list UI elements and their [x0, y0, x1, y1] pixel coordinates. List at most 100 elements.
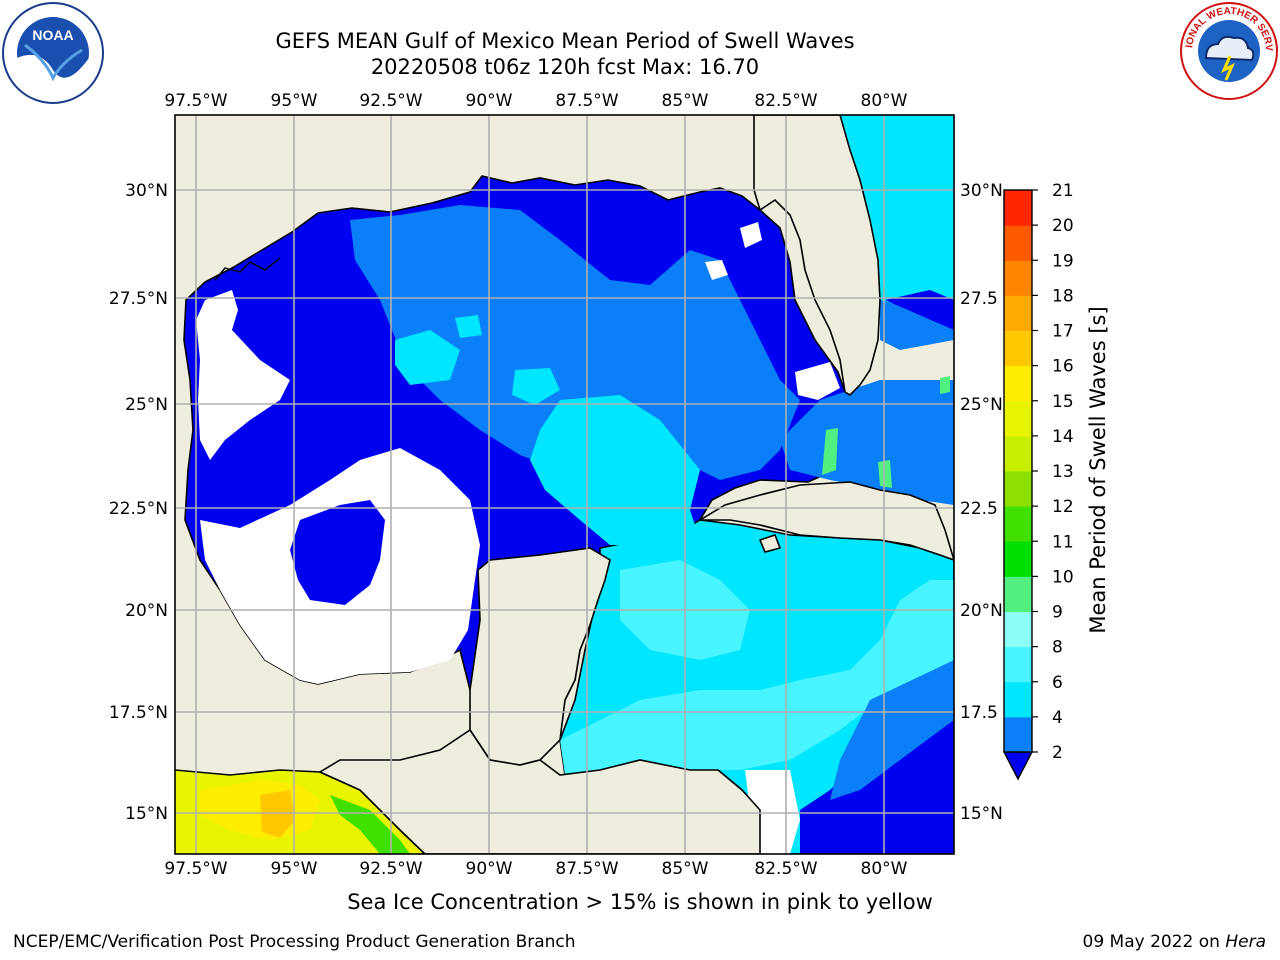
- cyan-patch-2: [512, 368, 560, 405]
- lat-label-right: 27.5: [960, 289, 998, 309]
- colorbar-swatch: [1004, 295, 1032, 331]
- credit-left: NCEP/EMC/Verification Post Processing Pr…: [13, 932, 576, 952]
- lat-label-left: 22.5°N: [109, 499, 168, 519]
- blue-island-sw: [290, 500, 385, 605]
- colorbar-tick-label: 2: [1052, 743, 1063, 763]
- lat-label-left: 17.5°N: [109, 703, 168, 723]
- lon-label-bottom: 95°W: [271, 859, 318, 879]
- lon-label-top: 87.5°W: [555, 91, 618, 111]
- lon-label-bottom: 80°W: [861, 859, 908, 879]
- colorbar-tick-label: 12: [1052, 497, 1074, 517]
- green-streak-3: [940, 376, 950, 394]
- cuba: [697, 481, 954, 561]
- light-blue-band: [350, 205, 800, 480]
- colorbar-under-arrow: [1002, 751, 1034, 781]
- lat-label-right: 17.5: [960, 703, 998, 723]
- lon-label-bottom: 92.5°W: [359, 859, 422, 879]
- colorbar-swatch: [1004, 611, 1032, 648]
- lat-label-right: 20°N: [960, 601, 1003, 621]
- lat-label-right: 15°N: [960, 804, 1003, 824]
- lon-label-top: 90°W: [466, 91, 513, 111]
- colorbar-tick-label: 15: [1052, 392, 1074, 412]
- map-frame: [174, 114, 955, 855]
- lon-label-top: 92.5°W: [359, 91, 422, 111]
- pacific-green: [330, 795, 410, 854]
- map-area: [175, 115, 954, 854]
- credit-machine: Hera: [1225, 932, 1266, 952]
- lat-label-left: 27.5°N: [109, 289, 168, 309]
- noaa-logo: NOAA: [2, 2, 104, 104]
- colorbar-tick-label: 21: [1052, 181, 1074, 201]
- colorbar-swatch: [1004, 260, 1032, 296]
- colorbar-swatch: [1004, 506, 1032, 542]
- isla-juventud: [758, 533, 782, 553]
- lon-label-bottom: 97.5°W: [164, 859, 227, 879]
- nodata-east-2: [740, 222, 762, 248]
- lat-label-right: 25°N: [960, 395, 1003, 415]
- colorbar-tick-label: 17: [1052, 322, 1074, 342]
- nodata-east-1: [705, 260, 728, 280]
- east-deep: [885, 290, 954, 330]
- colorbar: 2 4 6 8 9 10 11 12 13 14 15 16 17 18 19 20 21: [1002, 181, 1074, 781]
- cyan-patch-4: [455, 315, 482, 338]
- colorbar-swatch: [1004, 435, 1032, 472]
- sea-ice-note: Sea Ice Concentration > 15% is shown in …: [347, 890, 933, 914]
- colorbar-swatch: [1004, 576, 1032, 612]
- chart-subtitle: 20220508 t06z 120h fcst Max: 16.70: [370, 55, 760, 79]
- colorbar-tick-label: 16: [1052, 357, 1074, 377]
- lat-label-right: 22.5: [960, 499, 998, 519]
- lon-label-bottom: 87.5°W: [555, 859, 618, 879]
- colorbar-tick-label: 13: [1052, 462, 1074, 482]
- east-blue: [880, 300, 954, 350]
- colorbar-tick-label: 19: [1052, 251, 1074, 271]
- nws-logo: NATIONAL WEATHER SERVICE: [1178, 0, 1278, 100]
- colorbar-tick-label: 14: [1052, 427, 1074, 447]
- lat-label-left: 30°N: [125, 181, 168, 201]
- colorbar-swatch: [1004, 225, 1032, 261]
- colorbar-swatch: [1004, 400, 1032, 437]
- svg-text:NOAA: NOAA: [32, 27, 73, 43]
- green-streak-2: [878, 460, 892, 488]
- lat-label-left: 15°N: [125, 804, 168, 824]
- chart-title: GEFS MEAN Gulf of Mexico Mean Period of …: [275, 29, 855, 53]
- colorbar-swatch: [1004, 471, 1032, 507]
- colorbar-swatch: [1004, 541, 1032, 577]
- colorbar-swatch: [1004, 330, 1032, 367]
- green-streak-1: [822, 428, 838, 475]
- colorbar-tick-label: 8: [1052, 638, 1063, 658]
- cyan-patch-3: [395, 330, 460, 385]
- gridlines: [175, 115, 954, 854]
- colorbar-swatch: [1004, 681, 1032, 718]
- texas-coast-detail: [214, 257, 281, 281]
- lon-label-bottom: 85°W: [662, 859, 709, 879]
- colorbar-tick-label: 6: [1052, 673, 1063, 693]
- nodata-straits: [795, 362, 840, 400]
- colorbar-swatch: [1004, 716, 1032, 753]
- lon-label-top: 82.5°W: [754, 91, 817, 111]
- caribbean-light-band: [560, 580, 954, 775]
- lon-label-top: 80°W: [861, 91, 908, 111]
- caribbean-blue-se: [830, 660, 954, 800]
- pacific-orange: [260, 790, 295, 838]
- colorbar-tick-label: 20: [1052, 216, 1074, 236]
- atlantic-water: [840, 115, 954, 330]
- lat-label-right: 30°N: [960, 181, 1003, 201]
- colorbar-tick-label: 18: [1052, 286, 1074, 306]
- lon-label-top: 95°W: [271, 91, 318, 111]
- lon-label-top: 85°W: [662, 91, 709, 111]
- central-america: [318, 728, 761, 854]
- lat-label-left: 20°N: [125, 601, 168, 621]
- credit-date: 09 May 2022 on: [1082, 932, 1226, 952]
- lon-label-top: 97.5°W: [164, 91, 227, 111]
- nodata-west: [196, 290, 290, 460]
- colorbar-label: Mean Period of Swell Waves [s]: [1086, 306, 1110, 633]
- lon-label-bottom: 82.5°W: [754, 859, 817, 879]
- colorbar-tick-label: 4: [1052, 708, 1063, 728]
- colorbar-swatch: [1004, 190, 1032, 226]
- colorbar-tick-label: 10: [1052, 567, 1074, 587]
- colorbar-swatch: [1004, 646, 1032, 683]
- credit-right: 09 May 2022 on Hera: [1083, 932, 1267, 952]
- colorbar-tick-label: 11: [1052, 532, 1074, 552]
- lat-label-left: 25°N: [125, 395, 168, 415]
